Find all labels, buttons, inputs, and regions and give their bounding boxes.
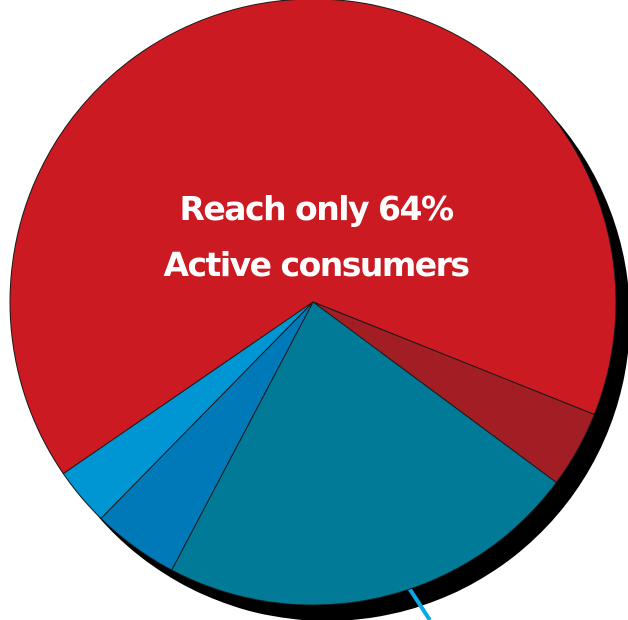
pie-slice-4 <box>62 301 314 519</box>
pie-slice-2 <box>171 301 557 606</box>
annotation-line-2: Active consumers <box>163 245 469 284</box>
annotation-line-1: Reach only 64% <box>179 189 454 228</box>
pie-slices <box>9 0 617 606</box>
pie-slice-0 <box>9 0 617 475</box>
